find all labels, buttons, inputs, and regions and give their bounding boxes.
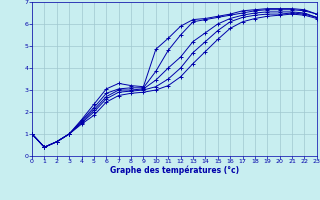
X-axis label: Graphe des températures (°c): Graphe des températures (°c) xyxy=(110,166,239,175)
